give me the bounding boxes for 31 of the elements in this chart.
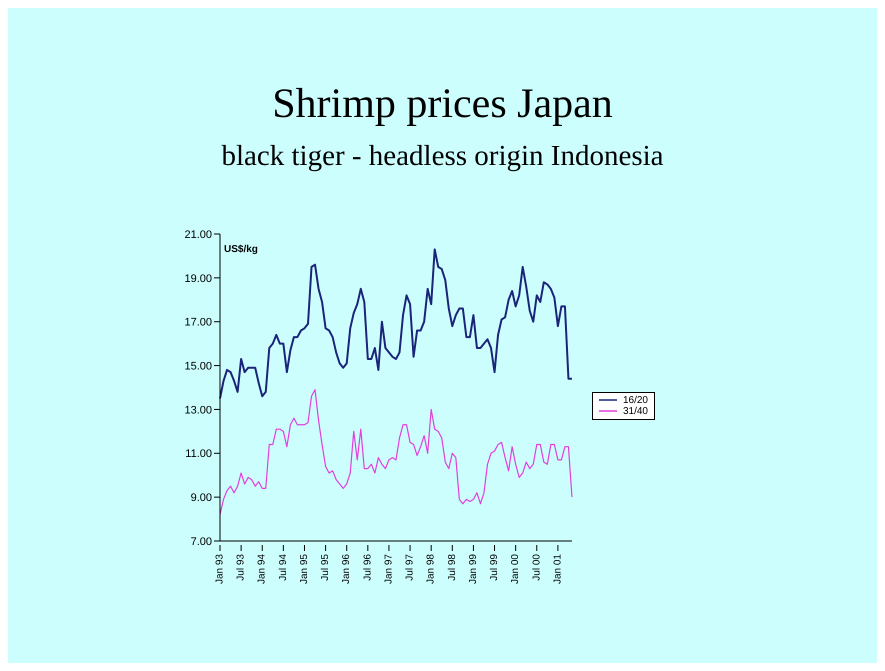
y-tick-label: 13.00 — [184, 404, 212, 416]
x-tick-label: Jan 01 — [552, 554, 564, 584]
y-tick-label: 7.00 — [190, 536, 212, 548]
x-tick-label: Jul 96 — [362, 554, 374, 581]
chart-subtitle: black tiger - headless origin Indonesia — [220, 140, 665, 173]
x-tick-label: Jan 94 — [256, 554, 268, 584]
y-tick-label: 9.00 — [190, 492, 212, 504]
x-tick-label: Jan 93 — [214, 554, 226, 584]
y-tick-label: 19.00 — [184, 272, 212, 285]
x-tick-label: Jan 99 — [468, 554, 479, 584]
y-tick-label: 11.00 — [185, 448, 212, 460]
x-tick-label: Jan 00 — [510, 554, 522, 584]
legend-label: 16/20 — [622, 394, 648, 406]
x-tick-label: Jan 98 — [426, 554, 437, 584]
x-tick-label: Jul 95 — [320, 554, 332, 581]
x-tick-label: Jul 97 — [404, 554, 416, 581]
x-tick-label: Jul 00 — [531, 554, 542, 581]
x-tick-label: Jul 99 — [489, 554, 500, 581]
x-tick-label: Jan 96 — [341, 554, 352, 584]
line-series — [219, 389, 573, 516]
x-tick-label: Jan 97 — [383, 554, 394, 584]
y-axis-title: US$/kg — [224, 244, 258, 255]
x-tick-label: Jul 94 — [278, 554, 289, 581]
y-tick-label: 17.00 — [184, 316, 212, 329]
chart-title: Shrimp prices Japan — [271, 80, 614, 128]
x-tick-label: Jan 95 — [298, 554, 310, 584]
y-tick-label: 21.00 — [184, 228, 212, 241]
legend-label: 31/40 — [622, 406, 648, 416]
y-tick-label: 15.00 — [184, 360, 212, 372]
x-tick-label: Jul 98 — [446, 554, 458, 581]
x-tick-label: Jul 93 — [236, 554, 247, 581]
